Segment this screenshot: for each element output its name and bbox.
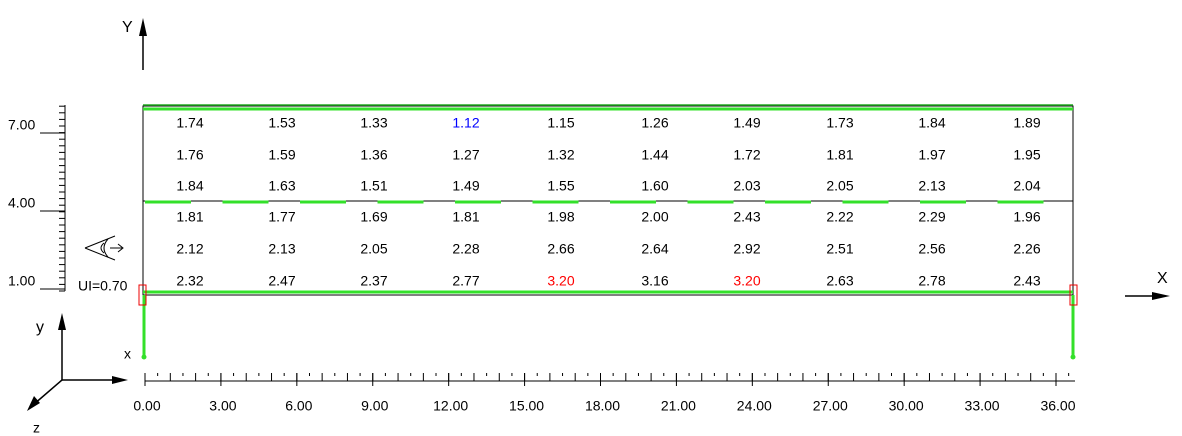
ruler-label: 27.00 — [813, 398, 848, 414]
cell-value: 2.56 — [918, 241, 945, 257]
cell-value: 1.73 — [826, 115, 853, 131]
ruler-label: 1.00 — [8, 273, 35, 289]
local-z-label: z — [33, 420, 40, 436]
cell-value: 1.33 — [360, 115, 387, 131]
cell-value: 2.26 — [1013, 241, 1040, 257]
cell-value: 2.37 — [360, 273, 387, 289]
ruler-label: 9.00 — [361, 398, 388, 414]
cell-value: 1.51 — [360, 178, 387, 194]
cell-value: 2.77 — [452, 273, 479, 289]
cell-value: 1.49 — [452, 178, 479, 194]
ruler-label: 4.00 — [8, 195, 35, 211]
cell-value: 1.32 — [547, 147, 574, 163]
cell-value: 1.89 — [1013, 115, 1040, 131]
arrowhead — [112, 376, 128, 384]
cell-value: 1.96 — [1013, 209, 1040, 225]
ruler-label: 6.00 — [285, 398, 312, 414]
cell-value: 2.66 — [547, 241, 574, 257]
cell-value: 2.00 — [641, 209, 668, 225]
cell-value: 1.81 — [176, 209, 203, 225]
ruler-label: 3.00 — [209, 398, 236, 414]
cell-value: 3.16 — [641, 273, 668, 289]
x-axis-label: X — [1157, 270, 1168, 287]
ruler-label: 30.00 — [889, 398, 924, 414]
cell-value: 1.26 — [641, 115, 668, 131]
cell-value: 1.44 — [641, 147, 668, 163]
cell-value: 3.20 — [733, 273, 760, 289]
cell-value: 2.28 — [452, 241, 479, 257]
cell-value: 1.59 — [268, 147, 295, 163]
node — [141, 354, 147, 360]
ruler-label: 15.00 — [509, 398, 544, 414]
arrowhead — [139, 18, 147, 36]
arrowhead — [1152, 292, 1170, 300]
ruler-label: 21.00 — [661, 398, 696, 414]
cell-value: 2.29 — [918, 209, 945, 225]
cell-value: 1.72 — [733, 147, 760, 163]
arrowhead — [27, 396, 40, 411]
ruler-label: 7.00 — [8, 117, 35, 133]
support-marker — [1069, 284, 1078, 306]
ruler-label: 36.00 — [1040, 398, 1075, 414]
cell-value: 1.60 — [641, 178, 668, 194]
cell-value: 1.84 — [176, 178, 203, 194]
cell-value: 1.55 — [547, 178, 574, 194]
local-x-label: x — [124, 346, 131, 362]
cell-value: 2.92 — [733, 241, 760, 257]
cell-value: 2.43 — [1013, 273, 1040, 289]
y-axis-label: Y — [122, 19, 133, 36]
cell-value: 2.32 — [176, 273, 203, 289]
cell-value: 2.78 — [918, 273, 945, 289]
cell-value: 2.51 — [826, 241, 853, 257]
ui-label: UI=0.70 — [78, 278, 128, 294]
cell-value: 1.69 — [360, 209, 387, 225]
ruler-label: 12.00 — [433, 398, 468, 414]
cell-value: 2.05 — [360, 241, 387, 257]
cell-value: 1.76 — [176, 147, 203, 163]
ruler-label: 33.00 — [965, 398, 1000, 414]
cell-value: 1.81 — [826, 147, 853, 163]
cell-value: 1.77 — [268, 209, 295, 225]
arrowhead — [58, 313, 66, 330]
cell-value: 2.47 — [268, 273, 295, 289]
cell-value: 1.74 — [176, 115, 203, 131]
cell-value: 2.64 — [641, 241, 668, 257]
cell-value: 1.81 — [452, 209, 479, 225]
cell-value: 1.63 — [268, 178, 295, 194]
cell-value: 1.36 — [360, 147, 387, 163]
cell-value: 2.05 — [826, 178, 853, 194]
support-marker — [138, 284, 147, 306]
cell-value: 1.84 — [918, 115, 945, 131]
cell-value: 2.13 — [918, 178, 945, 194]
cell-value: 2.63 — [826, 273, 853, 289]
eye-icon — [84, 235, 124, 261]
cell-value: 2.03 — [733, 178, 760, 194]
cell-value: 1.95 — [1013, 147, 1040, 163]
cell-value: 1.97 — [918, 147, 945, 163]
cell-value: 1.53 — [268, 115, 295, 131]
cell-value: 2.04 — [1013, 178, 1040, 194]
cell-value: 1.27 — [452, 147, 479, 163]
cell-value: 1.15 — [547, 115, 574, 131]
ruler-label: 0.00 — [133, 398, 160, 414]
node — [1070, 354, 1076, 360]
cell-value: 1.12 — [452, 115, 479, 131]
ruler-label: 18.00 — [585, 398, 620, 414]
cell-value: 1.98 — [547, 209, 574, 225]
local-y-label: y — [36, 319, 44, 336]
cell-value: 2.12 — [176, 241, 203, 257]
cell-value: 3.20 — [547, 273, 574, 289]
ruler-label: 24.00 — [737, 398, 772, 414]
cell-value: 2.22 — [826, 209, 853, 225]
cell-value: 1.49 — [733, 115, 760, 131]
cell-value: 2.13 — [268, 241, 295, 257]
cell-value: 2.43 — [733, 209, 760, 225]
